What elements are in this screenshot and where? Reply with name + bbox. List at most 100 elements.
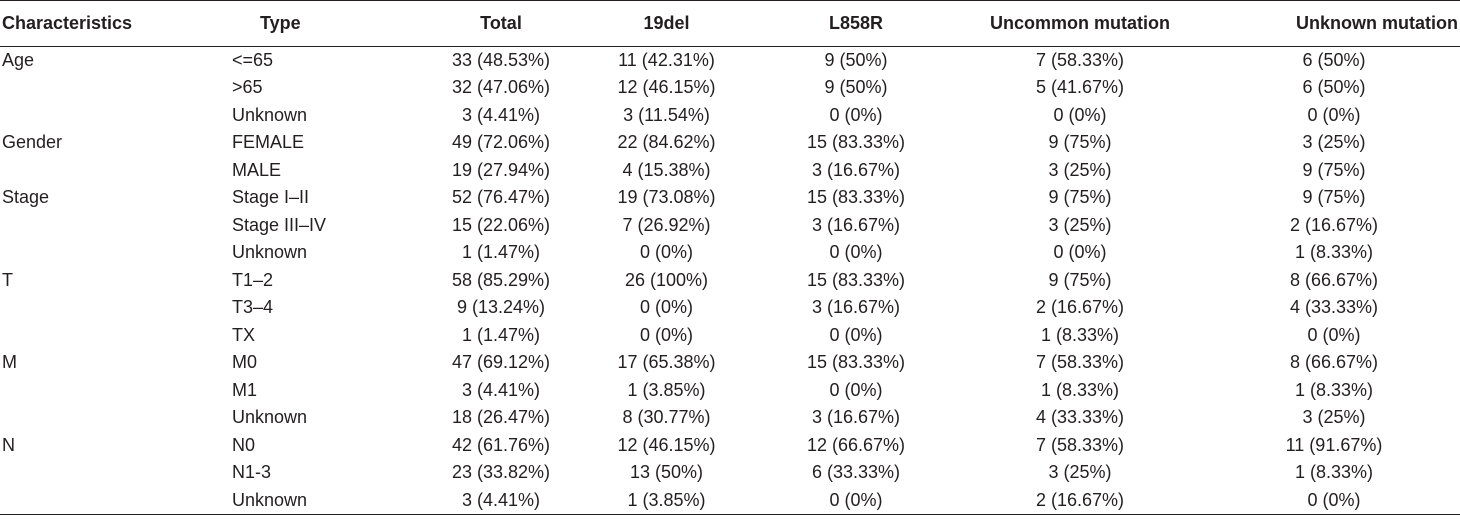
cell-characteristic	[0, 486, 232, 515]
table-row: Unknown 3 (4.41%) 1 (3.85%) 0 (0%) 2 (16.67%…	[0, 486, 1460, 515]
cell-uncommon: 2 (16.67%)	[952, 486, 1208, 515]
cell-uncommon: 0 (0%)	[1053, 242, 1107, 263]
cell-19del: 26 (100%)	[624, 269, 709, 290]
cell-19del: 13 (50%)	[629, 462, 704, 483]
cell-uncommon: 3 (25%)	[1048, 462, 1112, 483]
cell-uncommon: 3 (25%)	[1048, 214, 1112, 235]
cell-uncommon: 7 (58.33%)	[1035, 434, 1125, 455]
cell-l858r: 15 (83.33%)	[806, 352, 906, 373]
cell-total: 47 (69.12%)	[451, 352, 551, 373]
cell-19del: 0 (0%)	[639, 242, 693, 263]
cell-characteristic	[0, 377, 232, 405]
cell-uncommon: 7 (58.33%)	[1035, 50, 1125, 70]
cell-l858r: 15 (83.33%)	[806, 269, 906, 290]
table-header: Characteristics Type Total 19del L858R U…	[0, 0, 1460, 47]
table-row: T T1–2 58 (85.29%) 26 (100%) 15 (83.33%) 9 (7…	[0, 267, 1460, 295]
cell-uncommon: 5 (41.67%)	[1035, 77, 1125, 98]
cell-unknown: 8 (66.67%)	[1289, 352, 1379, 373]
cell-l858r: 3 (16.67%)	[811, 159, 901, 180]
cell-19del: 11 (42.31%)	[618, 50, 715, 70]
header-l858r: L858R	[760, 0, 952, 47]
cell-unknown: 1 (8.33%)	[1294, 462, 1374, 483]
cell-uncommon: 9 (75%)	[1048, 187, 1112, 208]
cell-l858r: 0 (0%)	[829, 104, 883, 125]
table-row: Unknown 3 (4.41%) 3 (11.54%) 0 (0%) 0 (0%) 0 …	[0, 102, 1460, 130]
cell-unknown: 4 (33.33%)	[1289, 297, 1379, 318]
cell-total: 23 (33.82%)	[451, 462, 551, 483]
cell-type: Unknown	[232, 407, 308, 428]
cell-unknown: 6 (50%)	[1302, 50, 1366, 70]
cell-total: 9 (13.24%)	[456, 297, 546, 318]
cell-l858r: 3 (16.67%)	[811, 407, 901, 428]
header-unknown-mutation: Unknown mutation	[1208, 0, 1460, 47]
cell-unknown: 0 (0%)	[1307, 104, 1361, 125]
cell-19del: 3 (11.54%)	[623, 104, 710, 125]
cell-l858r: 0 (0%)	[829, 379, 883, 400]
cell-unknown: 1 (8.33%)	[1294, 242, 1374, 263]
cell-unknown: 3 (25%)	[1302, 132, 1366, 153]
cell-unknown: 3 (25%)	[1302, 407, 1366, 428]
cell-type: Unknown	[232, 242, 308, 263]
cell-total: 1 (1.47%)	[461, 324, 541, 345]
cell-total: 3 (4.41%)	[429, 486, 573, 515]
cell-characteristic	[0, 157, 232, 185]
table-row: T3–4 9 (13.24%) 0 (0%) 3 (16.67%) 2 (16.67%)…	[0, 294, 1460, 322]
cell-uncommon: 9 (75%)	[1048, 269, 1112, 290]
cell-type: >65	[232, 77, 263, 98]
cell-l858r: 0 (0%)	[829, 242, 883, 263]
cell-l858r: 3 (16.67%)	[811, 214, 901, 235]
table-row: Unknown 1 (1.47%) 0 (0%) 0 (0%) 0 (0%) 1 (8.3…	[0, 239, 1460, 267]
cell-characteristic	[0, 74, 232, 102]
cell-type: M0	[232, 352, 258, 373]
cell-type: FEMALE	[232, 132, 305, 153]
cell-total: 3 (4.41%)	[461, 379, 541, 400]
cell-total: 19 (27.94%)	[451, 159, 551, 180]
cell-uncommon: 0 (0%)	[1053, 104, 1107, 125]
table-row: M M0 47 (69.12%) 17 (65.38%) 15 (83.33%) 7 (5…	[0, 349, 1460, 377]
table-row: Unknown 18 (26.47%) 8 (30.77%) 3 (16.67%) 4 …	[0, 404, 1460, 432]
cell-l858r: 15 (83.33%)	[806, 132, 906, 153]
cell-l858r: 0 (0%)	[760, 486, 952, 515]
table-row: >65 32 (47.06%) 12 (46.15%) 9 (50%) 5 (41.67…	[0, 74, 1460, 102]
cell-characteristic: T	[2, 269, 13, 290]
cell-type: TX	[232, 324, 256, 345]
table-row: Gender FEMALE 49 (72.06%) 22 (84.62%) 15 (83…	[0, 129, 1460, 157]
cell-l858r: 3 (16.67%)	[811, 297, 901, 318]
cell-characteristic: Stage	[2, 187, 50, 208]
cell-19del: 1 (3.85%)	[627, 379, 706, 400]
table-row: Stage Stage I–II 52 (76.47%) 19 (73.08%) 15 …	[0, 184, 1460, 212]
cell-uncommon: 4 (33.33%)	[1035, 407, 1125, 428]
cell-unknown: 1 (8.33%)	[1294, 379, 1374, 400]
cell-characteristic	[0, 404, 232, 432]
cell-total: 3 (4.41%)	[461, 104, 541, 125]
table-row: MALE 19 (27.94%) 4 (15.38%) 3 (16.67%) 3 (25…	[0, 157, 1460, 185]
cell-uncommon: 1 (8.33%)	[1040, 324, 1120, 345]
cell-unknown: 9 (75%)	[1302, 187, 1366, 208]
cell-type: <=65	[232, 50, 274, 70]
table-body: Age <=65 33 (48.53%) 11 (42.31%) 9 (50%) 7 (5…	[0, 47, 1460, 515]
cell-unknown: 8 (66.67%)	[1289, 269, 1379, 290]
cell-uncommon: 2 (16.67%)	[1035, 297, 1125, 318]
cell-total: 33 (48.53%)	[451, 50, 551, 70]
cell-l858r: 15 (83.33%)	[806, 187, 906, 208]
cell-total: 18 (26.47%)	[451, 407, 551, 428]
table-row: Stage III–IV 15 (22.06%) 7 (26.92%) 3 (16.6…	[0, 212, 1460, 240]
cell-total: 42 (61.76%)	[451, 434, 551, 455]
cell-unknown: 6 (50%)	[1302, 77, 1366, 98]
cell-19del: 17 (65.38%)	[617, 352, 716, 373]
cell-total: 32 (47.06%)	[451, 77, 551, 98]
cell-19del: 12 (46.15%)	[617, 434, 716, 455]
cell-unknown: 11 (91.67%)	[1285, 434, 1383, 455]
header-19del: 19del	[573, 0, 760, 47]
cell-type: T1–2	[232, 269, 274, 290]
cell-uncommon: 7 (58.33%)	[1035, 352, 1125, 373]
cell-19del: 0 (0%)	[639, 324, 693, 345]
cell-uncommon: 1 (8.33%)	[1040, 379, 1120, 400]
table-row: N N0 42 (61.76%) 12 (46.15%) 12 (66.67%) 7 (5…	[0, 432, 1460, 460]
cell-characteristic	[0, 294, 232, 322]
table-row: TX 1 (1.47%) 0 (0%) 0 (0%) 1 (8.33%) 0 (0%)	[0, 322, 1460, 350]
header-uncommon-mutation: Uncommon mutation	[952, 0, 1208, 47]
header-row: Characteristics Type Total 19del L858R U…	[0, 0, 1460, 47]
header-characteristics: Characteristics	[0, 0, 232, 47]
cell-19del: 4 (15.38%)	[622, 159, 711, 180]
